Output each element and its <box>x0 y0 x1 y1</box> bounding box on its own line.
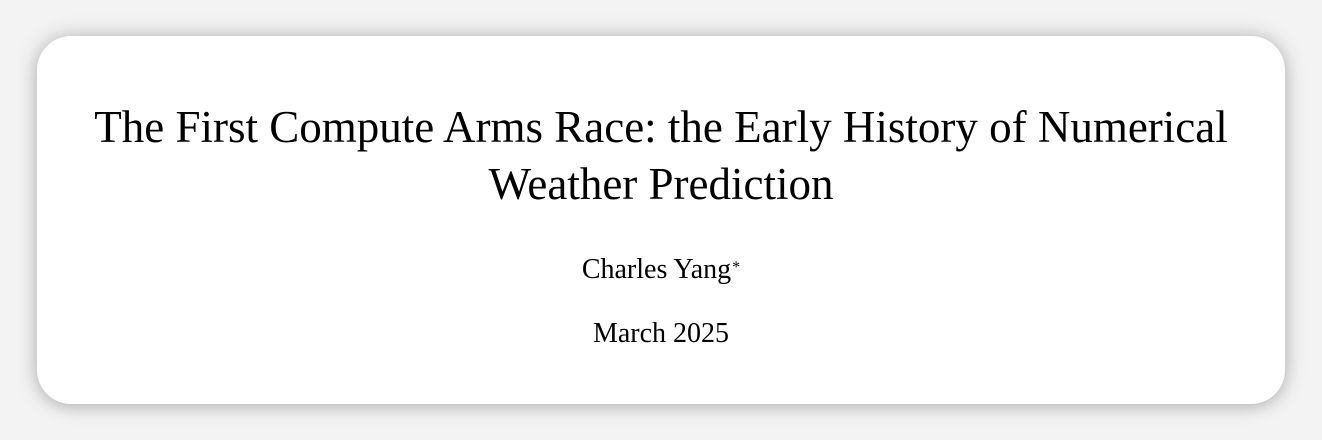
author-name: Charles Yang <box>581 254 732 285</box>
paper-title: The First Compute Arms Race: the Early H… <box>37 99 1285 213</box>
author-footnote-mark[interactable]: * <box>732 259 741 276</box>
paper-title-line-2: Weather Prediction <box>488 159 834 209</box>
title-card: The First Compute Arms Race: the Early H… <box>37 36 1285 404</box>
publication-date: March 2025 <box>592 318 730 349</box>
paper-title-line-1: The First Compute Arms Race: the Early H… <box>94 102 1228 152</box>
author-line: Charles Yang* <box>37 254 1285 286</box>
